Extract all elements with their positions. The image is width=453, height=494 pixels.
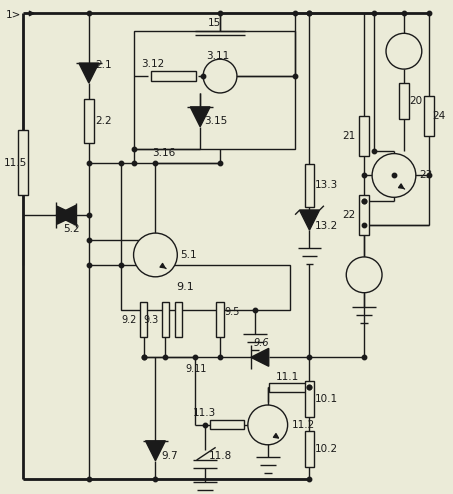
Text: 1>: 1> xyxy=(5,10,21,20)
Text: 11.3: 11.3 xyxy=(193,408,217,418)
Text: 5.2: 5.2 xyxy=(63,224,80,234)
Text: 3.16: 3.16 xyxy=(153,148,176,158)
Bar xyxy=(269,383,308,392)
Polygon shape xyxy=(299,210,319,230)
Text: 10.2: 10.2 xyxy=(314,444,337,454)
Bar xyxy=(304,381,314,417)
Text: 11.5: 11.5 xyxy=(3,158,27,167)
Bar xyxy=(359,195,369,235)
Bar xyxy=(210,420,244,429)
Text: 11.1: 11.1 xyxy=(276,372,299,382)
Text: 13.2: 13.2 xyxy=(314,221,337,231)
Text: 9.5: 9.5 xyxy=(224,307,239,317)
Text: 2.2: 2.2 xyxy=(95,116,111,126)
Bar xyxy=(304,431,314,467)
Circle shape xyxy=(248,405,288,445)
Text: 5.1: 5.1 xyxy=(180,250,197,260)
Text: 15: 15 xyxy=(208,18,222,28)
Bar xyxy=(151,71,196,81)
Text: 11.8: 11.8 xyxy=(209,451,232,461)
Bar xyxy=(216,302,224,337)
Text: 23: 23 xyxy=(419,170,432,180)
Text: 13.3: 13.3 xyxy=(314,180,337,190)
Text: 3.15: 3.15 xyxy=(204,116,227,126)
Circle shape xyxy=(134,233,177,277)
Text: 2.1: 2.1 xyxy=(95,60,111,70)
Text: 22: 22 xyxy=(342,210,356,220)
Text: 3.12: 3.12 xyxy=(141,59,165,69)
Bar xyxy=(134,31,294,149)
Bar xyxy=(359,116,369,156)
Circle shape xyxy=(386,33,422,69)
Polygon shape xyxy=(79,63,99,83)
Text: 9.1: 9.1 xyxy=(176,282,194,292)
Bar xyxy=(399,83,409,119)
Bar xyxy=(162,302,169,337)
Text: 20: 20 xyxy=(409,96,422,106)
Text: 9.2: 9.2 xyxy=(122,315,137,325)
Text: 9.3: 9.3 xyxy=(144,315,159,325)
Bar xyxy=(175,302,182,337)
Polygon shape xyxy=(56,206,76,225)
Text: 10.1: 10.1 xyxy=(314,394,337,404)
Bar xyxy=(84,99,94,143)
Bar xyxy=(18,130,28,195)
Polygon shape xyxy=(251,348,269,366)
Text: 3.11: 3.11 xyxy=(206,51,229,61)
Bar xyxy=(304,164,314,207)
Text: 21: 21 xyxy=(342,131,356,141)
Text: 9.6: 9.6 xyxy=(254,338,270,348)
Polygon shape xyxy=(145,441,165,461)
Bar xyxy=(424,96,434,136)
Text: 11.2: 11.2 xyxy=(292,420,315,430)
Polygon shape xyxy=(190,107,210,127)
Circle shape xyxy=(372,154,416,197)
Bar xyxy=(120,265,289,310)
Circle shape xyxy=(346,257,382,293)
Bar xyxy=(140,302,148,337)
Text: 9.11: 9.11 xyxy=(185,364,207,374)
Text: 24: 24 xyxy=(433,111,446,121)
Circle shape xyxy=(203,59,237,93)
Text: 9.7: 9.7 xyxy=(161,451,178,461)
Polygon shape xyxy=(57,206,76,224)
